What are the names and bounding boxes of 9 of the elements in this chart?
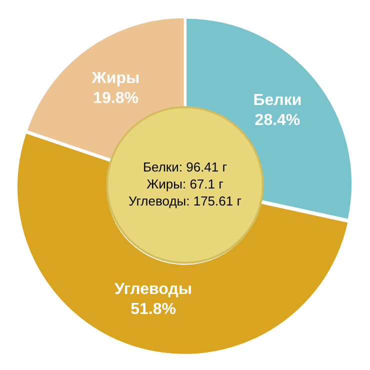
text: Белки: 96.41 г (143, 160, 228, 175)
text: Углеводы: 175.61 г (128, 194, 242, 209)
data-label: 19.8% (93, 90, 138, 107)
data-label: 28.4% (254, 112, 300, 129)
data-label: 51.8% (130, 300, 176, 318)
slice-label: Белки (253, 92, 302, 109)
text: Жиры: 67.1 г (146, 176, 224, 192)
slice-label: Жиры (90, 70, 140, 87)
slice-label: Углеводы (114, 280, 192, 298)
